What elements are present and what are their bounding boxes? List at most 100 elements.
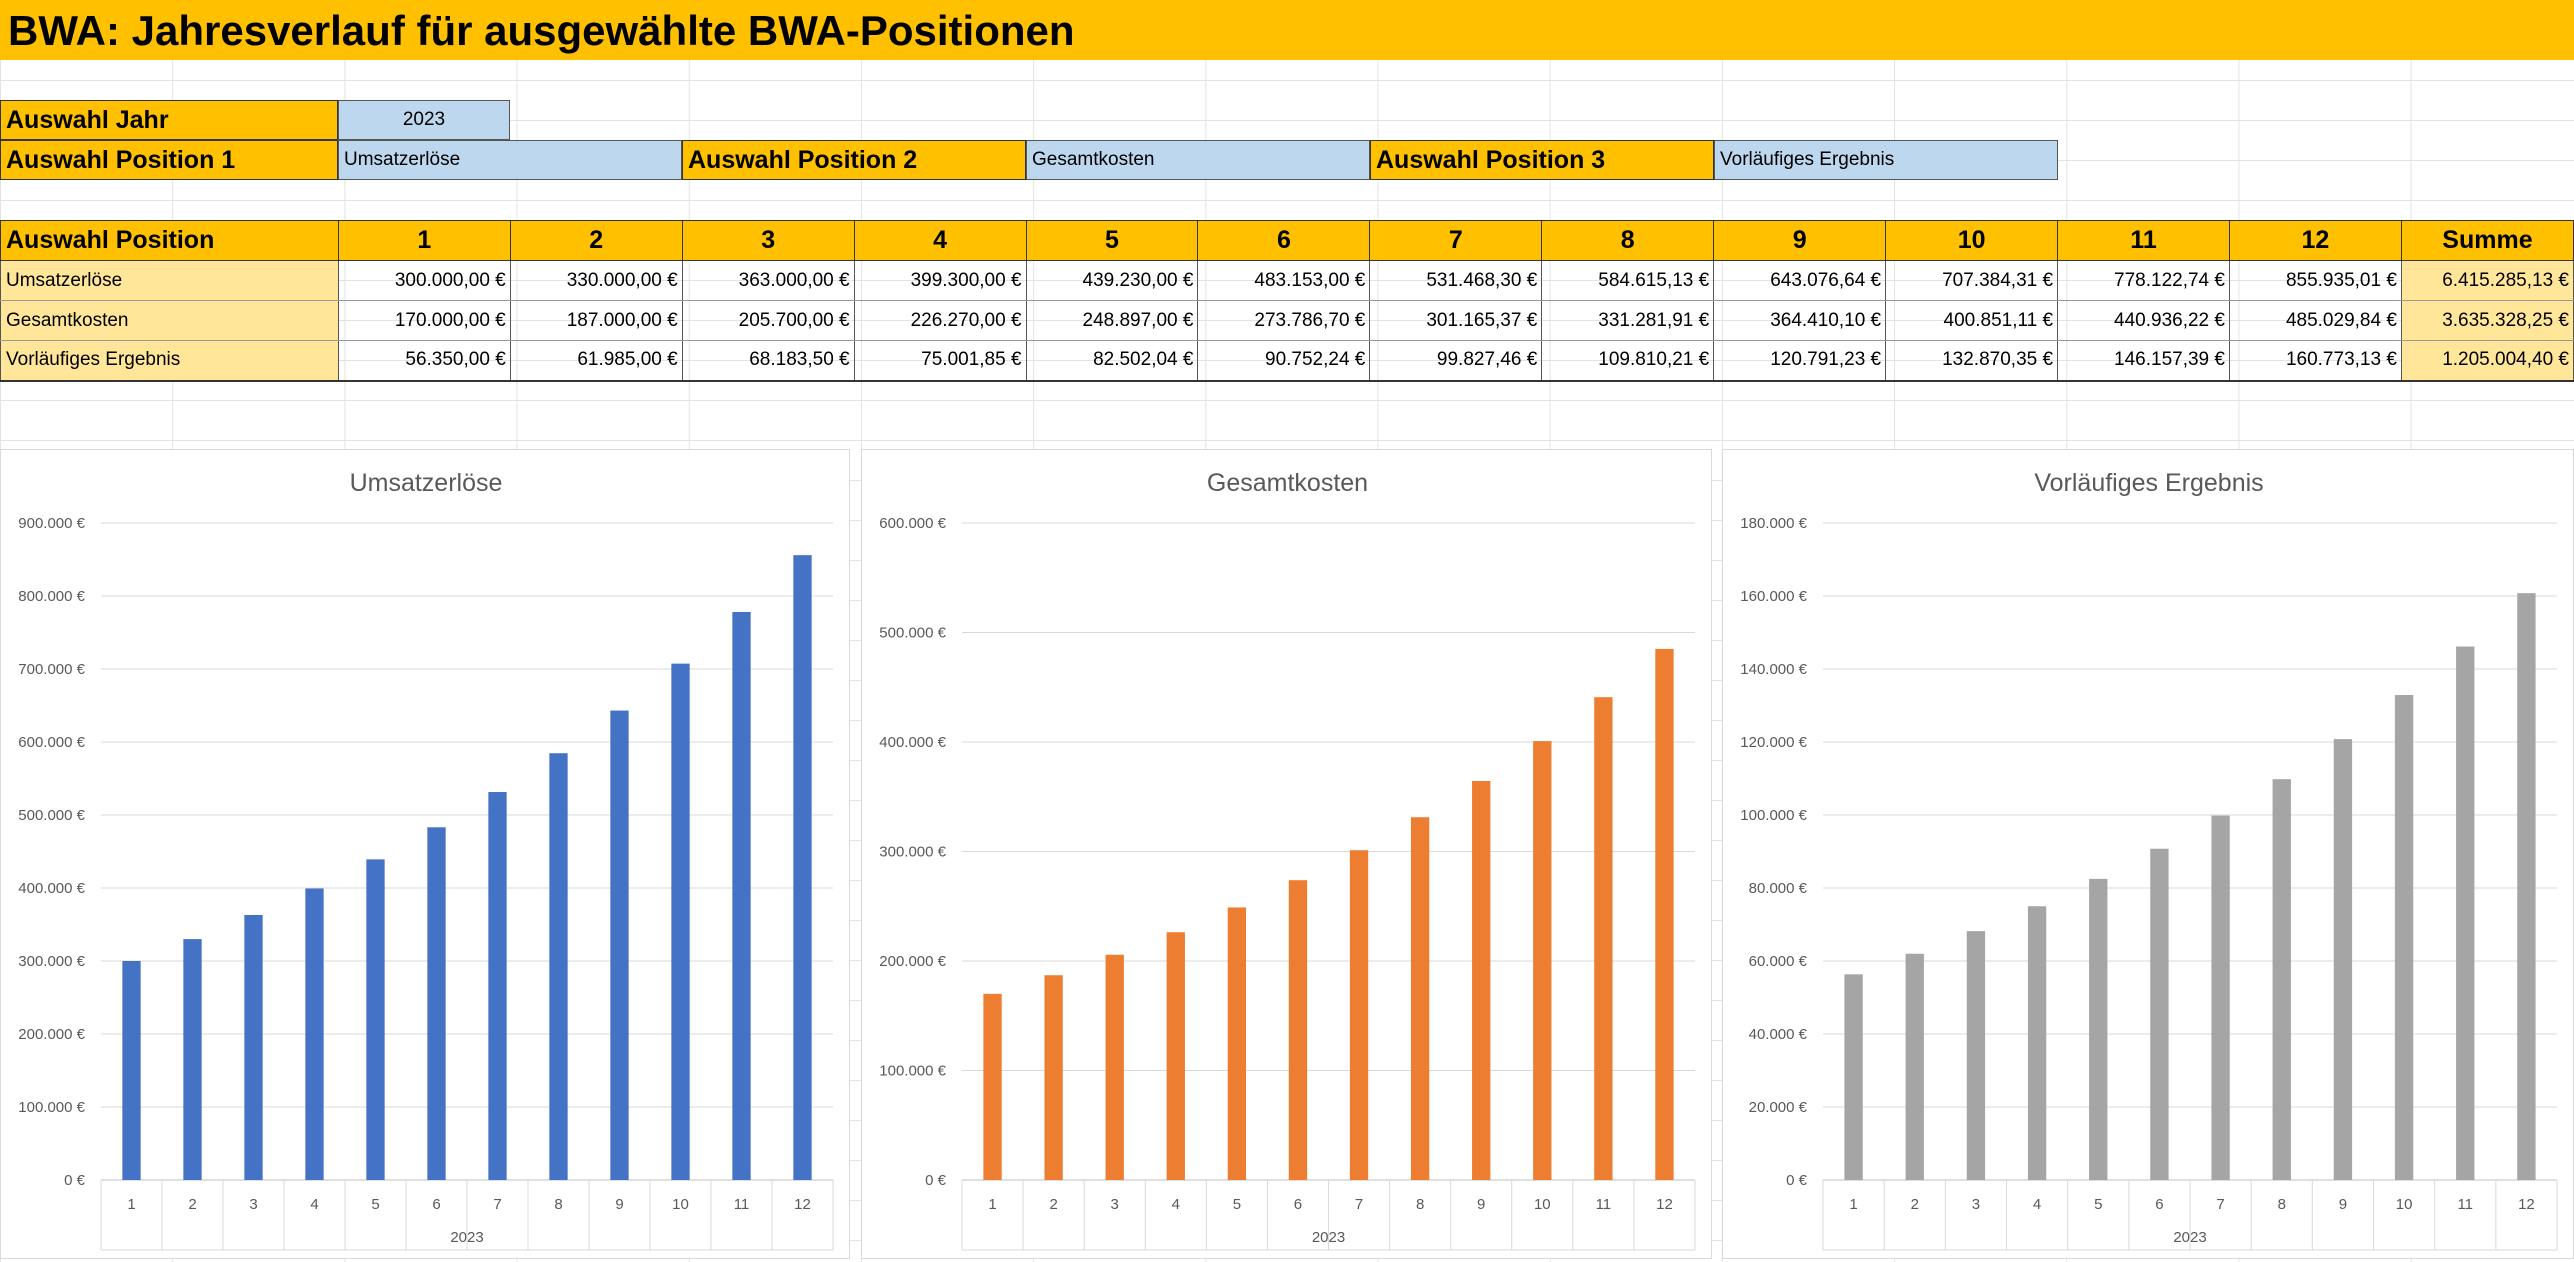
table-cell[interactable]: 400.851,11 € — [1885, 300, 2059, 341]
x-axis-group-label: 2023 — [450, 1229, 483, 1246]
bar-month-8 — [1410, 817, 1430, 1180]
table-cell[interactable]: 132.870,35 € — [1885, 340, 2059, 382]
table-cell[interactable]: 399.300,00 € — [853, 260, 1027, 301]
bar-month-2 — [1044, 975, 1063, 1180]
bar-month-9 — [1472, 780, 1491, 1180]
table-cell[interactable]: 301.165,37 € — [1369, 300, 1543, 341]
table-cell[interactable]: 364.410,10 € — [1713, 300, 1887, 341]
table-cell[interactable]: 120.791,23 € — [1713, 340, 1887, 382]
y-tick-label: 120.000 € — [1740, 734, 1807, 751]
bar-month-12 — [793, 555, 812, 1180]
chart-gesamtkosten[interactable]: Gesamtkosten 0 € 100.000 € 200.000 € 300.000… — [861, 449, 1712, 1259]
bar-month-11 — [732, 611, 751, 1180]
x-tick-label: 10 — [672, 1196, 689, 1213]
sum-header[interactable]: Summe — [2400, 220, 2574, 261]
table-cell[interactable]: 82.502,04 € — [1025, 340, 1199, 382]
position3-input[interactable]: Vorläufiges Ergebnis — [1714, 140, 2058, 180]
x-tick-label: 2 — [1049, 1196, 1057, 1213]
position2-input[interactable]: Gesamtkosten — [1026, 140, 1370, 180]
table-cell[interactable]: 778.122,74 € — [2057, 260, 2230, 301]
table-cell[interactable]: 485.029,84 € — [2228, 300, 2402, 341]
row-label[interactable]: Vorläufiges Ergebnis — [0, 340, 339, 382]
x-tick-label: 3 — [1972, 1196, 1980, 1213]
y-tick-label: 100.000 € — [18, 1099, 85, 1116]
table-cell[interactable]: 584.615,13 € — [1541, 260, 1715, 301]
x-tick-label: 1 — [988, 1196, 996, 1213]
x-tick-label: 9 — [2339, 1196, 2347, 1213]
table-cell[interactable]: 439.230,00 € — [1025, 260, 1199, 301]
table-cell[interactable]: 90.752,24 € — [1197, 340, 1371, 382]
column-header[interactable]: 6 — [1197, 220, 1371, 261]
table-cell[interactable]: 109.810,21 € — [1541, 340, 1715, 382]
column-header[interactable]: 12 — [2228, 220, 2402, 261]
table-cell[interactable]: 226.270,00 € — [853, 300, 1027, 341]
table-cell[interactable]: 75.001,85 € — [853, 340, 1027, 382]
row-sum-cell[interactable]: 3.635.328,25 € — [2400, 300, 2574, 341]
table-cell[interactable]: 56.350,00 € — [337, 340, 511, 382]
table-cell[interactable]: 330.000,00 € — [509, 260, 683, 301]
table-cell[interactable]: 248.897,00 € — [1025, 300, 1199, 341]
table-cell[interactable]: 363.000,00 € — [681, 260, 855, 301]
x-tick-label: 8 — [1416, 1196, 1424, 1213]
y-tick-label: 300.000 € — [879, 844, 946, 861]
y-tick-label: 180.000 € — [1740, 515, 1807, 532]
table-cell[interactable]: 440.936,22 € — [2057, 300, 2230, 341]
bar-month-12 — [1655, 648, 1674, 1180]
row-sum-cell[interactable]: 6.415.285,13 € — [2400, 260, 2574, 301]
year-select-input[interactable]: 2023 — [338, 100, 510, 140]
table-header-label[interactable]: Auswahl Position — [0, 220, 339, 261]
table-cell[interactable]: 68.183,50 € — [681, 340, 855, 382]
position2-label: Auswahl Position 2 — [682, 140, 1026, 180]
column-header[interactable]: 11 — [2057, 220, 2230, 261]
table-cell[interactable]: 205.700,00 € — [681, 300, 855, 341]
x-tick-label: 11 — [1596, 1196, 1612, 1213]
column-header[interactable]: 5 — [1025, 220, 1199, 261]
bar-month-6 — [427, 827, 446, 1180]
chart-umsatzerloese[interactable]: Umsatzerlöse 0 € 100.000 € 200.000 € 300.000… — [0, 449, 850, 1259]
chart-vorlaeufiges-ergebnis[interactable]: Vorläufiges Ergebnis 0 € 20.000 € 40.000 € 6… — [1722, 449, 2574, 1259]
bar-month-2 — [1905, 953, 1924, 1180]
column-header[interactable]: 3 — [681, 220, 855, 261]
row-label[interactable]: Gesamtkosten — [0, 300, 339, 341]
chart-svg: Vorläufiges Ergebnis 0 € 20.000 € 40.000 € 6… — [1740, 469, 2558, 1251]
y-tick-label: 800.000 € — [18, 588, 85, 605]
table-cell[interactable]: 273.786,70 € — [1197, 300, 1371, 341]
bar-month-3 — [1966, 931, 1986, 1180]
column-header[interactable]: 1 — [337, 220, 511, 261]
table-cell[interactable]: 483.153,00 € — [1197, 260, 1371, 301]
bar-month-7 — [2211, 815, 2230, 1180]
table-cell[interactable]: 855.935,01 € — [2228, 260, 2402, 301]
column-header[interactable]: 10 — [1885, 220, 2059, 261]
x-tick-label: 5 — [371, 1196, 379, 1213]
x-tick-label: 12 — [2518, 1196, 2535, 1213]
column-header[interactable]: 8 — [1541, 220, 1715, 261]
row-sum-cell[interactable]: 1.205.004,40 € — [2400, 340, 2574, 382]
table-cell[interactable]: 300.000,00 € — [337, 260, 511, 301]
column-header[interactable]: 7 — [1369, 220, 1543, 261]
position1-input[interactable]: Umsatzerlöse — [338, 140, 682, 180]
bar-month-9 — [2333, 739, 2353, 1180]
column-header[interactable]: 2 — [509, 220, 683, 261]
bar-month-1 — [122, 961, 141, 1180]
bar-month-4 — [1166, 932, 1185, 1180]
row-label[interactable]: Umsatzerlöse — [0, 260, 339, 301]
bar-month-1 — [1844, 974, 1863, 1180]
table-cell[interactable]: 707.384,31 € — [1885, 260, 2059, 301]
bar-month-8 — [549, 753, 568, 1180]
table-cell[interactable]: 146.157,39 € — [2057, 340, 2230, 382]
y-tick-label: 60.000 € — [1749, 953, 1808, 970]
table-cell[interactable]: 61.985,00 € — [509, 340, 683, 382]
y-tick-label: 80.000 € — [1749, 880, 1808, 897]
table-cell[interactable]: 331.281,91 € — [1541, 300, 1715, 341]
table-cell[interactable]: 643.076,64 € — [1713, 260, 1887, 301]
sheet-title: BWA: Jahresverlauf für ausgewählte BWA-P… — [0, 0, 2574, 60]
table-cell[interactable]: 160.773,13 € — [2228, 340, 2402, 382]
column-header[interactable]: 4 — [853, 220, 1027, 261]
table-cell[interactable]: 170.000,00 € — [337, 300, 511, 341]
table-cell[interactable]: 531.468,30 € — [1369, 260, 1543, 301]
y-tick-label: 400.000 € — [879, 734, 946, 751]
table-cell[interactable]: 99.827,46 € — [1369, 340, 1543, 382]
table-cell[interactable]: 187.000,00 € — [509, 300, 683, 341]
x-tick-label: 4 — [310, 1196, 318, 1213]
column-header[interactable]: 9 — [1713, 220, 1887, 261]
